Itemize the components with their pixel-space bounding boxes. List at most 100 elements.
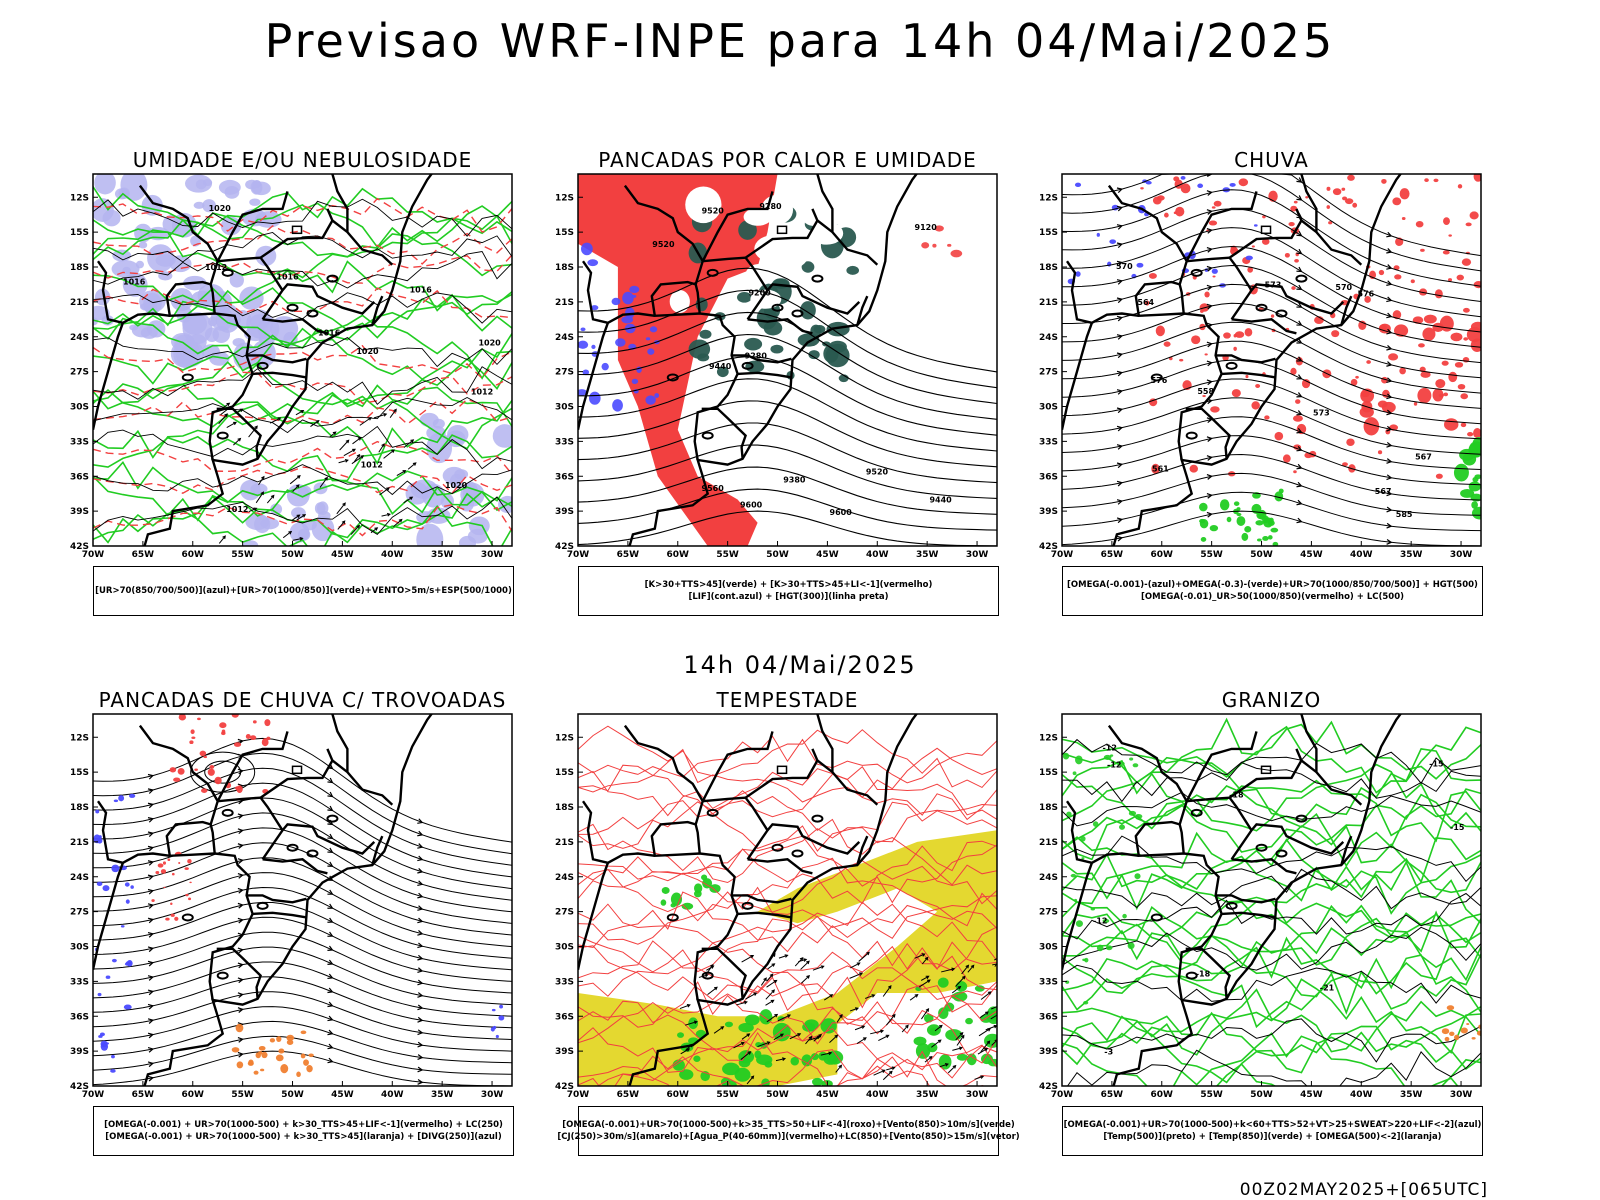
y-tick-label: 24S xyxy=(555,873,574,883)
contour-label: 585 xyxy=(1396,510,1413,519)
legend-text: [UR>70(850/700/500)](azul)+[UR>70(1000/8… xyxy=(95,586,512,596)
hgt300-lines xyxy=(578,267,997,546)
x-tick-label: 40W xyxy=(866,550,889,560)
contour-label: 9520 xyxy=(652,240,675,249)
map-chart: -12 -12 -12 -15 -15 -21 -18 -18 -3 12S 15S 18S 21S 24… xyxy=(1039,713,1482,1100)
vortex-ring xyxy=(204,760,242,784)
wind850-green-n xyxy=(660,874,721,910)
y-tick-label: 27S xyxy=(555,908,574,918)
y-tick-label: 36S xyxy=(555,1012,574,1022)
x-tick-label: 55W xyxy=(1200,550,1223,560)
x-tick-label: 40W xyxy=(1350,1090,1373,1100)
precip-water-red xyxy=(578,725,997,1086)
x-tick-label: 55W xyxy=(231,550,254,560)
contour-label: 567 xyxy=(1415,453,1432,462)
x-tick-label: 40W xyxy=(381,550,404,560)
chart-panel-4: PANCADAS DE CHUVA C/ TROVOADAS 12S 15S 18S 2… xyxy=(70,688,533,1168)
contour-label: 573 xyxy=(1313,408,1330,417)
x-tick-label: 70W xyxy=(1051,1090,1074,1100)
clear-areas xyxy=(669,186,878,314)
contour-label: 9200 xyxy=(748,288,771,297)
legend-box: [K>30+TTS>45](verde) + [K>30+TTS>45+LI<-… xyxy=(578,566,999,616)
y-tick-label: 18S xyxy=(555,803,574,813)
contour-label: 9560 xyxy=(702,484,725,493)
contour-label: 570 xyxy=(1116,262,1133,271)
contour-label: -21 xyxy=(1320,983,1335,992)
temp850-green-w xyxy=(1062,752,1143,1005)
y-tick-label: 15S xyxy=(1039,768,1058,778)
y-tick-label: 39S xyxy=(1039,507,1058,517)
x-tick-label: 60W xyxy=(182,1090,205,1100)
y-tick-label: 30S xyxy=(555,943,574,953)
chart-panel-1: UMIDADE E/OU NEBULOSIDADE 1012 1012 1016 101… xyxy=(70,148,533,628)
legend-text: [OMEGA(-0.001)+UR>70(1000-500)+k<60+TTS>… xyxy=(1063,1120,1482,1130)
contour-label: 1016 xyxy=(276,272,299,281)
y-tick-label: 18S xyxy=(70,263,89,273)
humidity-s xyxy=(240,479,335,546)
contour-label: 9520 xyxy=(866,467,889,476)
y-tick-label: 30S xyxy=(555,403,574,413)
contour-labels: 9600 9600 9560 9520 9520 9520 9440 9440 9280 9200… xyxy=(652,202,952,517)
y-tick-label: 27S xyxy=(70,368,89,378)
y-tick-label: 33S xyxy=(555,977,574,987)
map-frame xyxy=(1061,713,1482,1087)
legend-text: [OMEGA(-0.001)-(azul)+OMEGA(-0.3)-(verde… xyxy=(1067,580,1478,590)
legend-text: [K>30+TTS>45](verde) + [K>30+TTS>45+LI<-… xyxy=(644,580,933,590)
map-chart: 1012101210161016101210121016102010201020… xyxy=(70,173,513,560)
y-tick-label: 39S xyxy=(70,1047,89,1057)
contour-label: 576 xyxy=(1358,289,1375,298)
x-tick-label: 45W xyxy=(1300,550,1323,560)
x-tick-label: 35W xyxy=(1400,550,1423,560)
x-tick-label: 60W xyxy=(667,1090,690,1100)
contour-label: -15 xyxy=(1450,823,1465,832)
legend-text: [LIF](cont.azul) + [HGT(300)](linha pret… xyxy=(688,592,889,602)
temp850-green xyxy=(1062,717,1481,1086)
wind850-vectors xyxy=(679,951,997,1085)
y-tick-label: 27S xyxy=(1039,908,1058,918)
x-tick-label: 35W xyxy=(916,550,939,560)
contour-label: -18 xyxy=(1196,969,1211,978)
y-tick-label: 36S xyxy=(70,472,89,482)
legend-text: [OMEGA(-0.01)_UR>50(1000/850)(vermelho) … xyxy=(1140,592,1405,602)
chart-panel-2: PANCADAS POR CALOR E UMIDADE 9600 9600 9560… xyxy=(555,148,1018,628)
y-tick-label: 24S xyxy=(1039,333,1058,343)
y-tick-label: 12S xyxy=(70,193,89,203)
x-tick-label: 45W xyxy=(331,550,354,560)
x-tick-label: 55W xyxy=(716,550,739,560)
x-tick-label: 55W xyxy=(1200,1090,1223,1100)
y-tick-label: 27S xyxy=(555,368,574,378)
x-tick-label: 60W xyxy=(1151,1090,1174,1100)
x-tick-label: 50W xyxy=(766,550,789,560)
x-tick-label: 70W xyxy=(567,550,590,560)
legend-text: [OMEGA(-0.001) + UR>70(1000-500) + k>30_… xyxy=(105,1132,502,1142)
contour-label: -12 xyxy=(1107,760,1121,769)
panel-title: GRANIZO xyxy=(1221,688,1322,712)
x-tick-label: 60W xyxy=(182,550,205,560)
legend-box: [OMEGA(-0.001)-(azul)+OMEGA(-0.3)-(verde… xyxy=(1062,566,1483,616)
x-tick-label: 45W xyxy=(816,550,839,560)
x-tick-label: 35W xyxy=(431,550,454,560)
y-tick-label: 36S xyxy=(70,1012,89,1022)
temp500-black xyxy=(1062,738,1481,1086)
contour-label: 1020 xyxy=(478,339,501,348)
hgt500-lines xyxy=(1062,174,1481,546)
x-tick-label: 55W xyxy=(231,1090,254,1100)
x-tick-label: 65W xyxy=(617,550,640,560)
y-tick-label: 18S xyxy=(70,803,89,813)
y-tick-label: 42S xyxy=(555,1082,574,1092)
y-tick-label: 21S xyxy=(1039,298,1058,308)
legend-box: [OMEGA(-0.001)+UR>70(1000-500)+k>35_TTS>… xyxy=(557,1106,1020,1156)
x-tick-label: 70W xyxy=(1051,550,1074,560)
contour-label: 9120 xyxy=(915,223,938,232)
contour-label: 1020 xyxy=(356,347,379,356)
wind-vectors xyxy=(218,402,417,544)
y-tick-label: 36S xyxy=(555,472,574,482)
y-tick-label: 18S xyxy=(555,263,574,273)
x-tick-label: 30W xyxy=(966,1090,989,1100)
x-tick-label: 65W xyxy=(132,1090,155,1100)
contour-label: 9520 xyxy=(702,207,725,216)
x-tick-label: 35W xyxy=(1400,1090,1423,1100)
